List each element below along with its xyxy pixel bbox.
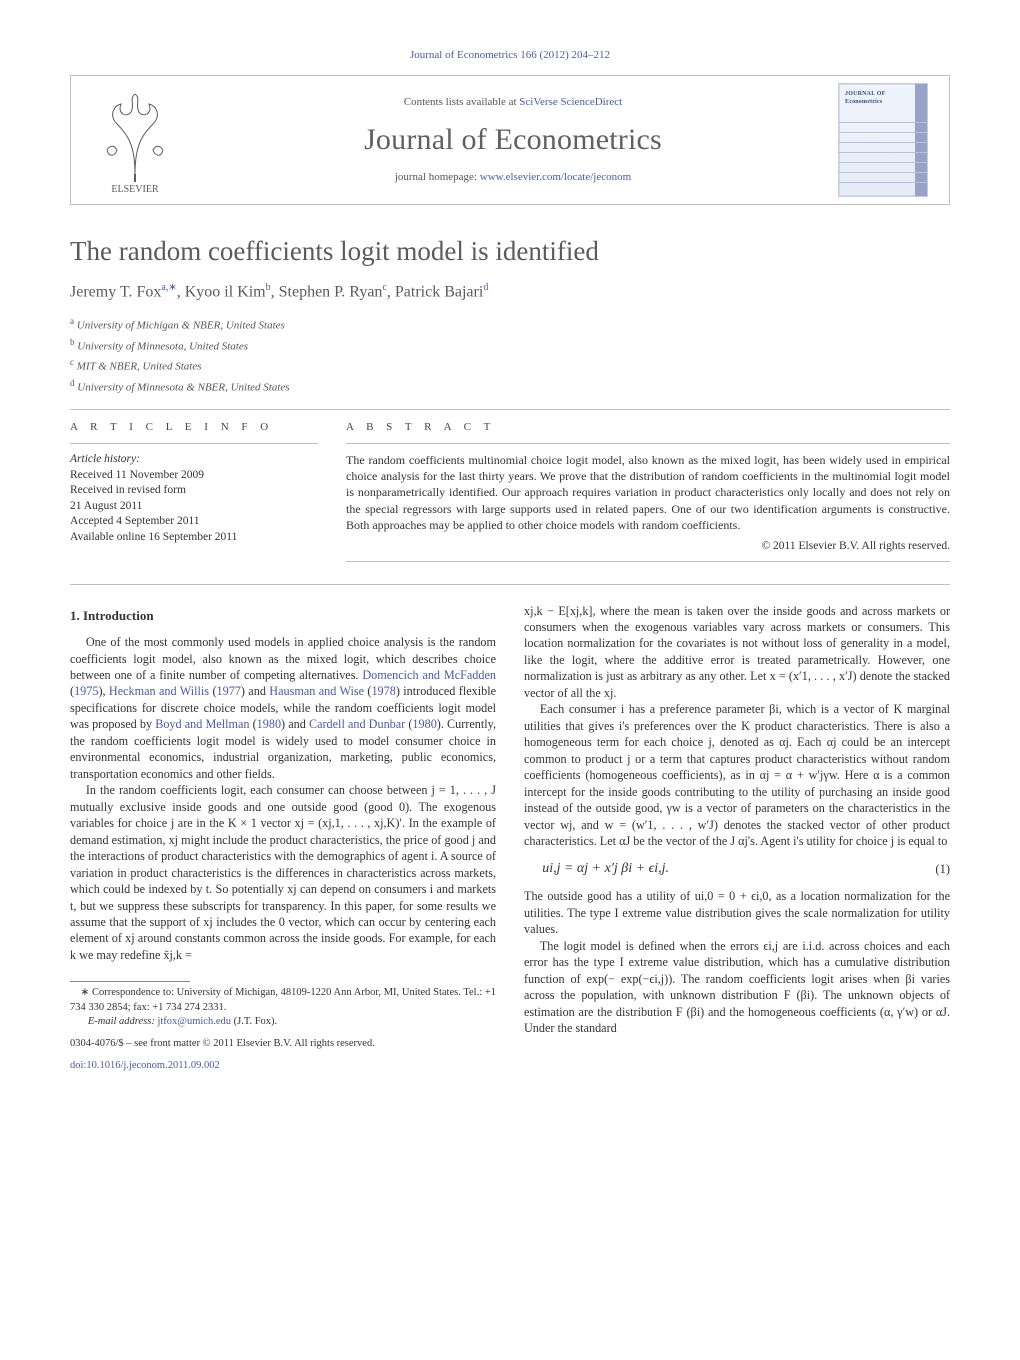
email-tail: (J.T. Fox).: [231, 1016, 277, 1027]
abstract-heading: A B S T R A C T: [346, 420, 950, 435]
ref-year-1978[interactable]: 1978: [371, 684, 395, 698]
history-online: Available online 16 September 2011: [70, 530, 318, 546]
sciencedirect-link[interactable]: SciVerse ScienceDirect: [519, 96, 622, 108]
ref-heckman-willis[interactable]: Heckman and Willis: [109, 684, 209, 698]
email-footnote: E-mail address: jtfox@umich.edu (J.T. Fo…: [70, 1015, 496, 1029]
cover-thumbnail: JOURNAL OF Econometrics: [838, 83, 928, 197]
ref-year-1975[interactable]: 1975: [74, 684, 98, 698]
ref-year-1980b[interactable]: 1980: [412, 717, 436, 731]
footnote-rule: [70, 981, 190, 982]
author-3-affil-marks[interactable]: c: [382, 282, 386, 293]
divider-rule: [70, 409, 950, 410]
page: Journal of Econometrics 166 (2012) 204–2…: [0, 0, 1020, 1113]
article-title: The random coefficients logit model is i…: [70, 233, 950, 269]
ref-year-1977[interactable]: 1977: [217, 684, 241, 698]
author-1[interactable]: Jeremy T. Fox: [70, 284, 161, 301]
author-4-affil-marks[interactable]: d: [483, 282, 488, 293]
affiliation-d: d University of Minnesota & NBER, United…: [70, 377, 950, 396]
journal-masthead: ELSEVIER Contents lists available at Sci…: [70, 75, 950, 205]
author-2-affil-marks[interactable]: b: [266, 282, 271, 293]
history-revised-date: 21 August 2011: [70, 499, 318, 515]
affiliation-a: a University of Michigan & NBER, United …: [70, 315, 950, 334]
left-column: 1. Introduction One of the most commonly…: [70, 603, 496, 1074]
equation-1-number: (1): [910, 861, 950, 878]
article-info-column: A R T I C L E I N F O Article history: R…: [70, 420, 318, 569]
journal-name: Journal of Econometrics: [364, 120, 662, 161]
right-para-4: The logit model is defined when the erro…: [524, 938, 950, 1037]
right-para-1: xj,k − E[xj,k], where the mean is taken …: [524, 603, 950, 702]
right-para-3: The outside good has a utility of ui,0 =…: [524, 888, 950, 937]
abstract-text: The random coefficients multinomial choi…: [346, 452, 950, 533]
intro-para-1: One of the most commonly used models in …: [70, 634, 496, 782]
doi-line: doi:10.1016/j.jeconom.2011.09.002: [70, 1059, 496, 1073]
cover-thumb-title: JOURNAL OF Econometrics: [845, 90, 907, 106]
author-2[interactable]: Kyoo il Kim: [185, 284, 266, 301]
homepage-prefix: journal homepage:: [395, 171, 480, 183]
front-matter-line: 0304-4076/$ – see front matter © 2011 El…: [70, 1037, 496, 1051]
ref-cardell-dunbar[interactable]: Cardell and Dunbar: [309, 717, 405, 731]
article-history: Article history: Received 11 November 20…: [70, 452, 318, 545]
masthead-center: Contents lists available at SciVerse Sci…: [199, 76, 827, 204]
history-revised: Received in revised form: [70, 483, 318, 499]
publisher-name: ELSEVIER: [111, 184, 159, 195]
elsevier-tree-icon: ELSEVIER: [87, 84, 183, 196]
author-3[interactable]: Stephen P. Ryan: [279, 284, 383, 301]
history-accepted: Accepted 4 September 2011: [70, 514, 318, 530]
history-label: Article history:: [70, 452, 318, 468]
running-head-link[interactable]: Journal of Econometrics 166 (2012) 204–2…: [70, 48, 950, 63]
corresponding-footnote: ∗ Correspondence to: University of Michi…: [70, 986, 496, 1014]
right-para-2: Each consumer i has a preference paramet…: [524, 701, 950, 849]
ref-hausman-wise[interactable]: Hausman and Wise: [269, 684, 364, 698]
ref-boyd-mellman[interactable]: Boyd and Mellman: [155, 717, 249, 731]
intro-para-2: In the random coefficients logit, each c…: [70, 782, 496, 963]
author-4[interactable]: Patrick Bajari: [395, 284, 483, 301]
abstract-column: A B S T R A C T The random coefficients …: [346, 420, 950, 569]
divider-rule-2: [70, 584, 950, 585]
article-info-heading: A R T I C L E I N F O: [70, 420, 318, 435]
contents-line: Contents lists available at SciVerse Sci…: [404, 95, 622, 110]
email-label: E-mail address:: [88, 1016, 158, 1027]
info-abstract-row: A R T I C L E I N F O Article history: R…: [70, 420, 950, 569]
affiliation-b: b University of Minnesota, United States: [70, 336, 950, 355]
homepage-line: journal homepage: www.elsevier.com/locat…: [395, 170, 631, 185]
homepage-url-link[interactable]: www.elsevier.com/locate/jeconom: [480, 171, 631, 183]
section-1-heading: 1. Introduction: [70, 607, 496, 625]
equation-1: ui,j = αj + x′j βi + ϵi,j. (1): [524, 860, 950, 879]
publisher-logo: ELSEVIER: [71, 76, 199, 204]
author-1-affil-marks[interactable]: a,∗: [161, 282, 176, 293]
ref-domencich-mcfadden[interactable]: Domencich and McFadden: [362, 668, 496, 682]
history-received: Received 11 November 2009: [70, 468, 318, 484]
contents-prefix: Contents lists available at: [404, 96, 519, 108]
body-columns: 1. Introduction One of the most commonly…: [70, 603, 950, 1074]
journal-cover-thumb: JOURNAL OF Econometrics: [827, 76, 949, 204]
author-list: Jeremy T. Foxa,∗, Kyoo il Kimb, Stephen …: [70, 281, 950, 303]
ref-year-1980a[interactable]: 1980: [257, 717, 281, 731]
doi-link[interactable]: doi:10.1016/j.jeconom.2011.09.002: [70, 1060, 220, 1071]
copyright-line: © 2011 Elsevier B.V. All rights reserved…: [346, 539, 950, 555]
affiliation-c: c MIT & NBER, United States: [70, 356, 950, 375]
corresponding-email-link[interactable]: jtfox@umich.edu: [157, 1016, 231, 1027]
equation-1-body: ui,j = αj + x′j βi + ϵi,j.: [524, 860, 910, 879]
right-column: xj,k − E[xj,k], where the mean is taken …: [524, 603, 950, 1074]
